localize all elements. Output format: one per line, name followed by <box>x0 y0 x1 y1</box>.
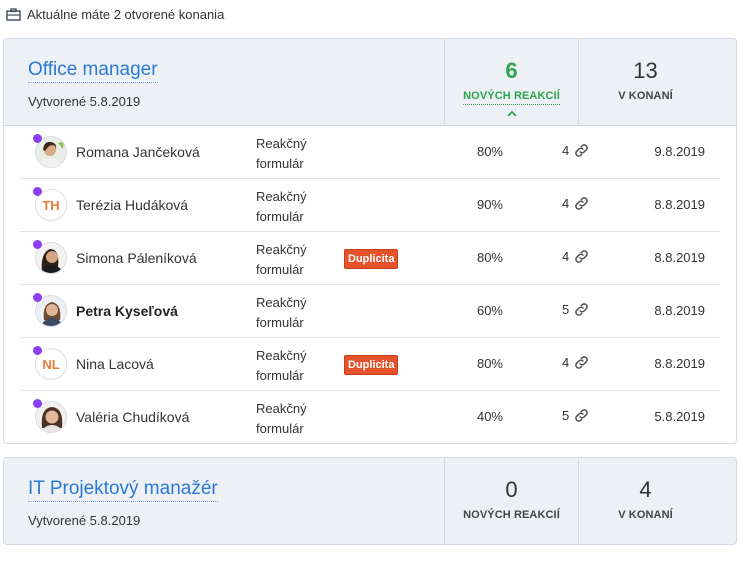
candidate-row[interactable]: Simona Páleníková Reakčný formulár Duplic… <box>20 232 720 285</box>
candidate-match: 40% <box>476 409 503 424</box>
position-card-it-project-manager: IT Projektový manažér Vytvorené 5.8.2019… <box>3 457 737 545</box>
candidate-row[interactable]: TH Terézia Hudáková Reakčný formulár 90% … <box>20 179 720 232</box>
avatar <box>35 136 67 168</box>
position-header: Office manager Vytvorené 5.8.2019 6 NOVÝ… <box>4 39 736 126</box>
candidate-match: 80% <box>476 250 503 265</box>
candidate-match: 60% <box>476 303 503 318</box>
new-reactions-label: NOVÝCH REAKCIÍ <box>463 90 560 105</box>
in-process-label: V KONANÍ <box>618 509 673 521</box>
candidate-source: Reakčný formulár <box>256 136 307 171</box>
unread-dot <box>33 346 42 355</box>
candidate-name[interactable]: Terézia Hudáková <box>76 197 189 213</box>
position-title-link[interactable]: Office manager <box>28 59 158 83</box>
unread-dot <box>33 399 42 408</box>
candidate-name[interactable]: Petra Kyseľová <box>76 303 178 319</box>
candidate-links[interactable]: 5 <box>562 301 590 318</box>
avatar <box>35 295 67 327</box>
new-reactions-stat[interactable]: 0 NOVÝCH REAKCIÍ <box>444 458 578 544</box>
new-reactions-count: 0 <box>505 477 518 502</box>
link-icon <box>575 409 589 422</box>
candidate-match: 90% <box>476 197 503 212</box>
position-header: IT Projektový manažér Vytvorené 5.8.2019… <box>4 458 736 544</box>
in-process-count: 13 <box>633 58 658 83</box>
unread-dot <box>33 293 42 302</box>
unread-dot <box>33 187 42 196</box>
in-process-stat[interactable]: 13 V KONANÍ <box>578 39 712 126</box>
candidate-date: 8.8.2019 <box>654 356 705 371</box>
link-icon <box>575 250 589 263</box>
position-card-office-manager: Office manager Vytvorené 5.8.2019 6 NOVÝ… <box>3 38 737 444</box>
candidate-row[interactable]: NL Nina Lacová Reakčný formulár Duplicita… <box>20 338 720 391</box>
candidate-links[interactable]: 4 <box>562 142 590 159</box>
duplicate-badge: Duplicita <box>344 249 399 269</box>
candidate-name[interactable]: Simona Páleníková <box>76 250 197 266</box>
position-title-link[interactable]: IT Projektový manažér <box>28 478 218 502</box>
new-reactions-count: 6 <box>505 58 518 83</box>
link-icon <box>575 356 589 369</box>
candidate-links[interactable]: 4 <box>562 354 590 371</box>
open-positions-note: Aktuálne máte 2 otvorené konania <box>6 6 224 22</box>
candidate-date: 8.8.2019 <box>654 250 705 265</box>
candidate-source: Reakčný formulár <box>256 189 307 224</box>
new-reactions-label: NOVÝCH REAKCIÍ <box>463 509 560 521</box>
link-icon <box>575 197 589 210</box>
chevron-up-icon <box>445 108 578 120</box>
candidate-source: Reakčný formulár <box>256 348 307 383</box>
candidate-match: 80% <box>476 356 503 371</box>
candidate-row[interactable]: Petra Kyseľová Reakčný formulár 60% 5 8.8… <box>20 285 720 338</box>
candidate-match: 80% <box>476 144 503 159</box>
candidate-links[interactable]: 4 <box>562 195 590 212</box>
candidate-row[interactable]: Valéria Chudíková Reakčný formulár 40% 5 … <box>20 391 720 443</box>
unread-dot <box>33 240 42 249</box>
candidate-name[interactable]: Romana Jančeková <box>76 144 200 160</box>
in-process-count: 4 <box>639 477 652 502</box>
candidate-row[interactable]: Romana Jančeková Reakčný formulár 80% 4 9… <box>20 126 720 179</box>
candidate-date: 8.8.2019 <box>654 303 705 318</box>
candidate-source: Reakčný formulár <box>256 242 307 277</box>
in-process-stat[interactable]: 4 V KONANÍ <box>578 458 712 544</box>
candidate-source: Reakčný formulár <box>256 401 307 436</box>
in-process-label: V KONANÍ <box>618 90 673 102</box>
duplicate-badge: Duplicita <box>344 355 399 375</box>
position-created-date: Vytvorené 5.8.2019 <box>28 94 141 109</box>
link-icon <box>575 303 589 316</box>
candidate-list: Romana Jančeková Reakčný formulár 80% 4 9… <box>4 126 736 443</box>
position-created-date: Vytvorené 5.8.2019 <box>28 513 141 528</box>
candidate-name[interactable]: Nina Lacová <box>76 356 154 372</box>
unread-dot <box>33 134 42 143</box>
candidate-date: 5.8.2019 <box>654 409 705 424</box>
candidate-date: 8.8.2019 <box>654 197 705 212</box>
link-icon <box>575 144 589 157</box>
candidate-links[interactable]: 4 <box>562 248 590 265</box>
candidate-links[interactable]: 5 <box>562 407 590 424</box>
open-positions-text: Aktuálne máte 2 otvorené konania <box>27 6 225 22</box>
candidate-name[interactable]: Valéria Chudíková <box>76 409 190 425</box>
briefcase-icon <box>6 7 21 21</box>
new-reactions-stat[interactable]: 6 NOVÝCH REAKCIÍ <box>444 39 578 126</box>
candidate-source: Reakčný formulár <box>256 295 307 330</box>
candidate-date: 9.8.2019 <box>654 144 705 159</box>
